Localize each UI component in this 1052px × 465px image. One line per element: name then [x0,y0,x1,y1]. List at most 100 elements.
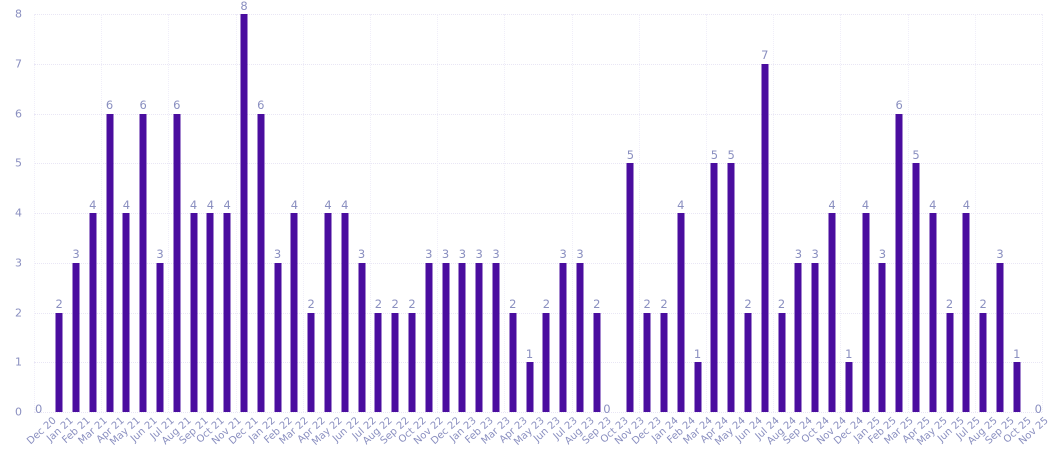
bar[interactable] [307,312,315,412]
bar[interactable] [458,262,466,412]
bar-slot[interactable]: 2 [740,14,757,412]
bar-slot[interactable]: 3 [454,14,471,412]
bar-slot[interactable]: 0 [34,14,51,414]
bar-slot[interactable]: 4 [857,14,874,412]
bar[interactable] [122,213,130,412]
bar-slot[interactable]: 2 [370,14,387,412]
bar-slot[interactable]: 4 [958,14,975,412]
bar-slot[interactable]: 3 [992,14,1009,412]
bar-slot[interactable]: 4 [924,14,941,412]
bar[interactable] [475,262,483,412]
bar[interactable] [358,262,366,412]
bar[interactable] [962,213,970,412]
bar-slot[interactable]: 6 [168,14,185,412]
bar-slot[interactable]: 2 [504,14,521,412]
bar-slot[interactable]: 2 [588,14,605,412]
bar-slot[interactable]: 3 [68,14,85,412]
bar[interactable] [139,113,147,412]
bar[interactable] [895,113,903,412]
bar[interactable] [72,262,80,412]
bar[interactable] [509,312,517,412]
bar-slot[interactable]: 4 [185,14,202,412]
bar-slot[interactable]: 5 [723,14,740,412]
bar[interactable] [828,213,836,412]
bar[interactable] [744,312,752,412]
bar-slot[interactable]: 6 [135,14,152,412]
bar[interactable] [946,312,954,412]
bar-slot[interactable]: 3 [488,14,505,412]
bar-slot[interactable]: 4 [320,14,337,412]
bar[interactable] [324,213,332,412]
bar-slot[interactable]: 2 [773,14,790,412]
bar[interactable] [156,262,164,412]
bar-slot[interactable]: 0 [1025,14,1042,414]
bar-slot[interactable]: 3 [874,14,891,412]
bar[interactable] [542,312,550,412]
bar-slot[interactable]: 3 [790,14,807,412]
bar-slot[interactable]: 3 [555,14,572,412]
bar-slot[interactable]: 3 [269,14,286,412]
bar[interactable] [290,213,298,412]
bar-slot[interactable]: 3 [807,14,824,412]
bar-slot[interactable]: 4 [336,14,353,412]
bar[interactable] [223,213,231,412]
bar[interactable] [643,312,651,412]
bar[interactable] [778,312,786,412]
bar-slot[interactable]: 2 [387,14,404,412]
bar-slot[interactable]: 4 [219,14,236,412]
bar-slot[interactable]: 1 [840,14,857,412]
bar-slot[interactable]: 2 [656,14,673,412]
bar-slot[interactable]: 2 [404,14,421,412]
bar-slot[interactable]: 4 [118,14,135,412]
bar[interactable] [878,262,886,412]
bar[interactable] [89,213,97,412]
bar[interactable] [996,262,1004,412]
bar[interactable] [190,213,198,412]
bar[interactable] [274,262,282,412]
bar[interactable] [929,213,937,412]
bar-slot[interactable]: 4 [84,14,101,412]
bar[interactable] [257,113,265,412]
bar-slot[interactable]: 3 [572,14,589,412]
bar[interactable] [408,312,416,412]
bar-slot[interactable]: 2 [51,14,68,412]
bar[interactable] [862,213,870,412]
bar[interactable] [391,312,399,412]
bar-slot[interactable]: 5 [706,14,723,412]
bar[interactable] [677,213,685,412]
bar-slot[interactable]: 0 [603,14,622,414]
bar-slot[interactable]: 3 [152,14,169,412]
bar[interactable] [425,262,433,412]
bar[interactable] [710,163,718,412]
bar[interactable] [1013,362,1021,412]
bar[interactable] [912,163,920,412]
bar[interactable] [173,113,181,412]
bar-slot[interactable]: 2 [975,14,992,412]
bar-slot[interactable]: 5 [622,14,639,412]
bar-slot[interactable]: 2 [538,14,555,412]
bar[interactable] [660,312,668,412]
bar-slot[interactable]: 3 [471,14,488,412]
bar[interactable] [811,262,819,412]
bar[interactable] [761,63,769,412]
bar-slot[interactable]: 1 [689,14,706,412]
bar[interactable] [492,262,500,412]
bar-slot[interactable]: 4 [286,14,303,412]
bar[interactable] [341,213,349,412]
bar-slot[interactable]: 6 [252,14,269,412]
bar[interactable] [626,163,634,412]
bar[interactable] [442,262,450,412]
bar[interactable] [845,362,853,412]
bar[interactable] [727,163,735,412]
bar-slot[interactable]: 2 [639,14,656,412]
bar[interactable] [979,312,987,412]
bar-slot[interactable]: 2 [303,14,320,412]
bar[interactable] [526,362,534,412]
bar-slot[interactable]: 5 [908,14,925,412]
bar[interactable] [694,362,702,412]
bar[interactable] [206,213,214,412]
bar[interactable] [794,262,802,412]
bar-slot[interactable]: 6 [891,14,908,412]
bar-slot[interactable]: 3 [420,14,437,412]
bar-slot[interactable]: 1 [521,14,538,412]
